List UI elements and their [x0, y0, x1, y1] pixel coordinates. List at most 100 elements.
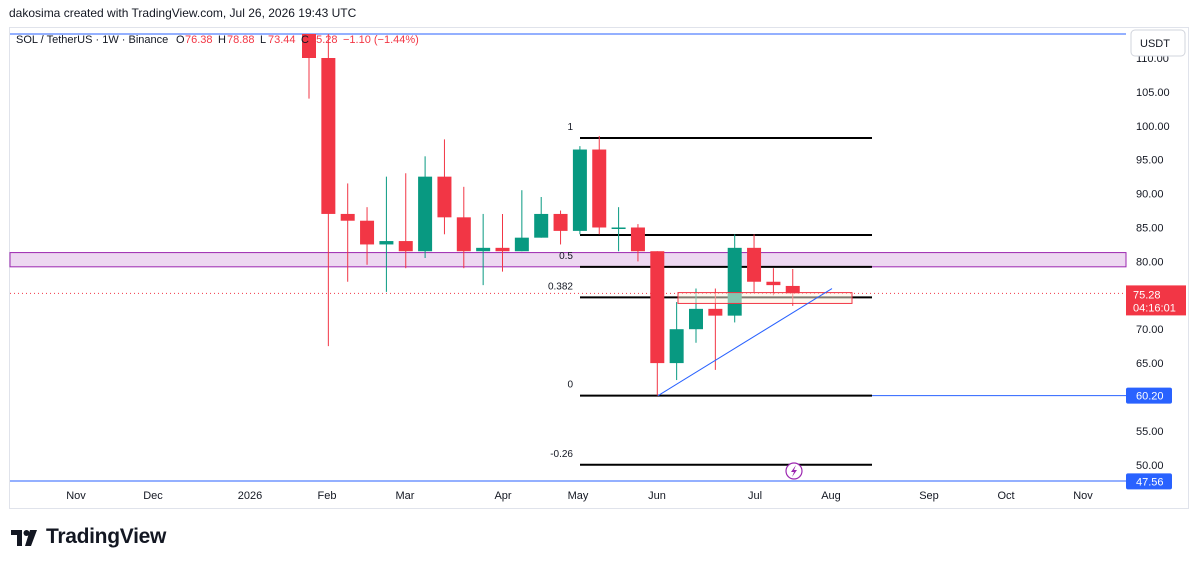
change-value: −1.10 (−1.44%) — [343, 34, 419, 46]
y-axis-tick: 90.00 — [1136, 189, 1164, 201]
candle-body — [630, 227, 645, 252]
candle[interactable] — [302, 34, 316, 99]
fib-level-label: 0 — [567, 380, 573, 391]
candle[interactable] — [456, 186, 471, 269]
consolidation-box[interactable] — [677, 292, 853, 304]
open-label: O — [176, 34, 185, 46]
candle[interactable] — [650, 251, 665, 396]
candle-body — [302, 34, 316, 58]
candle[interactable] — [360, 207, 375, 265]
x-axis-tick: May — [568, 490, 589, 502]
y-axis-tick: 80.00 — [1136, 256, 1164, 268]
price-badge-countdown: 04:16:01 — [1133, 302, 1176, 314]
chart-frame — [9, 27, 1189, 509]
candle-body — [476, 247, 491, 252]
fib-level-label: 0.382 — [548, 281, 573, 292]
candle-body — [611, 227, 626, 229]
lightning-icon[interactable] — [785, 462, 803, 480]
y-axis-tick: 65.00 — [1136, 358, 1164, 370]
y-axis-tick: 55.00 — [1136, 426, 1164, 438]
candle[interactable] — [418, 156, 433, 259]
y-axis-tick: 105.00 — [1136, 87, 1170, 99]
candle-body — [418, 176, 433, 252]
candle-body — [340, 213, 355, 221]
level-badge-value: 47.56 — [1136, 476, 1164, 488]
candle[interactable] — [476, 213, 491, 286]
candle-body — [379, 241, 394, 245]
high-label: H — [218, 34, 226, 46]
brand-name: TradingView — [46, 525, 167, 548]
currency-label: USDT — [1140, 38, 1170, 50]
x-axis-tick: Jul — [748, 490, 762, 502]
candle-body — [553, 213, 568, 231]
close-value: 75.28 — [310, 34, 338, 46]
low-value: 73.44 — [268, 34, 296, 46]
x-axis-tick: Sep — [919, 490, 939, 502]
candle-body — [514, 237, 529, 252]
x-axis-tick: Jun — [648, 490, 666, 502]
candle[interactable] — [611, 207, 626, 252]
candle[interactable] — [727, 234, 742, 323]
candle-body — [727, 247, 742, 316]
candle-body — [747, 247, 762, 282]
candle-body — [534, 213, 549, 238]
fib-level-label: 0.5 — [559, 251, 573, 262]
candle-body — [669, 329, 684, 364]
close-label: C — [301, 34, 309, 46]
candle-body — [592, 149, 607, 228]
y-axis-tick: 50.00 — [1136, 460, 1164, 472]
open-value: 76.38 — [185, 34, 213, 46]
candle-body — [689, 308, 703, 330]
symbol-legend: SOL / TetherUS · 1W · Binance — [16, 34, 168, 46]
fib-level-label: -0.26 — [550, 449, 573, 460]
x-axis-tick: Apr — [494, 490, 511, 502]
candle-body — [708, 308, 723, 316]
candle[interactable] — [747, 234, 762, 292]
y-axis-tick: 70.00 — [1136, 324, 1164, 336]
candle-body — [650, 251, 665, 364]
y-axis-tick: 85.00 — [1136, 223, 1164, 235]
candle[interactable] — [534, 196, 549, 238]
level-badge-value: 60.20 — [1136, 391, 1164, 403]
resistance-zone[interactable] — [9, 252, 1127, 268]
candle-body — [360, 220, 375, 245]
candle-body — [495, 247, 510, 252]
candle-body — [766, 281, 781, 286]
trendline[interactable] — [657, 288, 833, 397]
y-axis-tick: 95.00 — [1136, 155, 1164, 167]
x-axis-tick: Nov — [1073, 490, 1093, 502]
candle[interactable] — [630, 224, 645, 262]
candle[interactable] — [379, 176, 394, 292]
price-badge — [1126, 285, 1186, 316]
candle[interactable] — [572, 146, 587, 235]
price-badge-value: 75.28 — [1133, 289, 1161, 301]
x-axis-tick: Oct — [997, 490, 1014, 502]
x-axis-tick: 2026 — [238, 490, 262, 502]
candle[interactable] — [766, 268, 781, 296]
tradingview-logo[interactable]: TradingView — [10, 525, 166, 549]
candle-body — [437, 176, 452, 218]
x-axis-tick: Aug — [821, 490, 841, 502]
candle[interactable] — [437, 139, 452, 235]
candle-body — [572, 149, 587, 231]
candle[interactable] — [592, 135, 607, 235]
level-badge — [1126, 473, 1172, 490]
candle-body — [398, 241, 413, 252]
candle-body — [321, 58, 336, 214]
candle[interactable] — [495, 213, 510, 272]
low-label: L — [260, 34, 266, 46]
fib-level-label: 1 — [567, 122, 573, 133]
tradingview-logo-icon — [11, 530, 37, 546]
candle[interactable] — [321, 34, 336, 347]
candle[interactable] — [553, 210, 568, 245]
candle[interactable] — [514, 190, 529, 252]
candle[interactable] — [669, 302, 684, 381]
x-axis-tick: Dec — [143, 490, 163, 502]
candle[interactable] — [340, 183, 355, 282]
candle-body — [785, 285, 800, 294]
candle[interactable] — [398, 173, 413, 269]
candle-body — [456, 217, 471, 252]
currency-button[interactable] — [1130, 29, 1186, 57]
high-value: 78.88 — [227, 34, 255, 46]
